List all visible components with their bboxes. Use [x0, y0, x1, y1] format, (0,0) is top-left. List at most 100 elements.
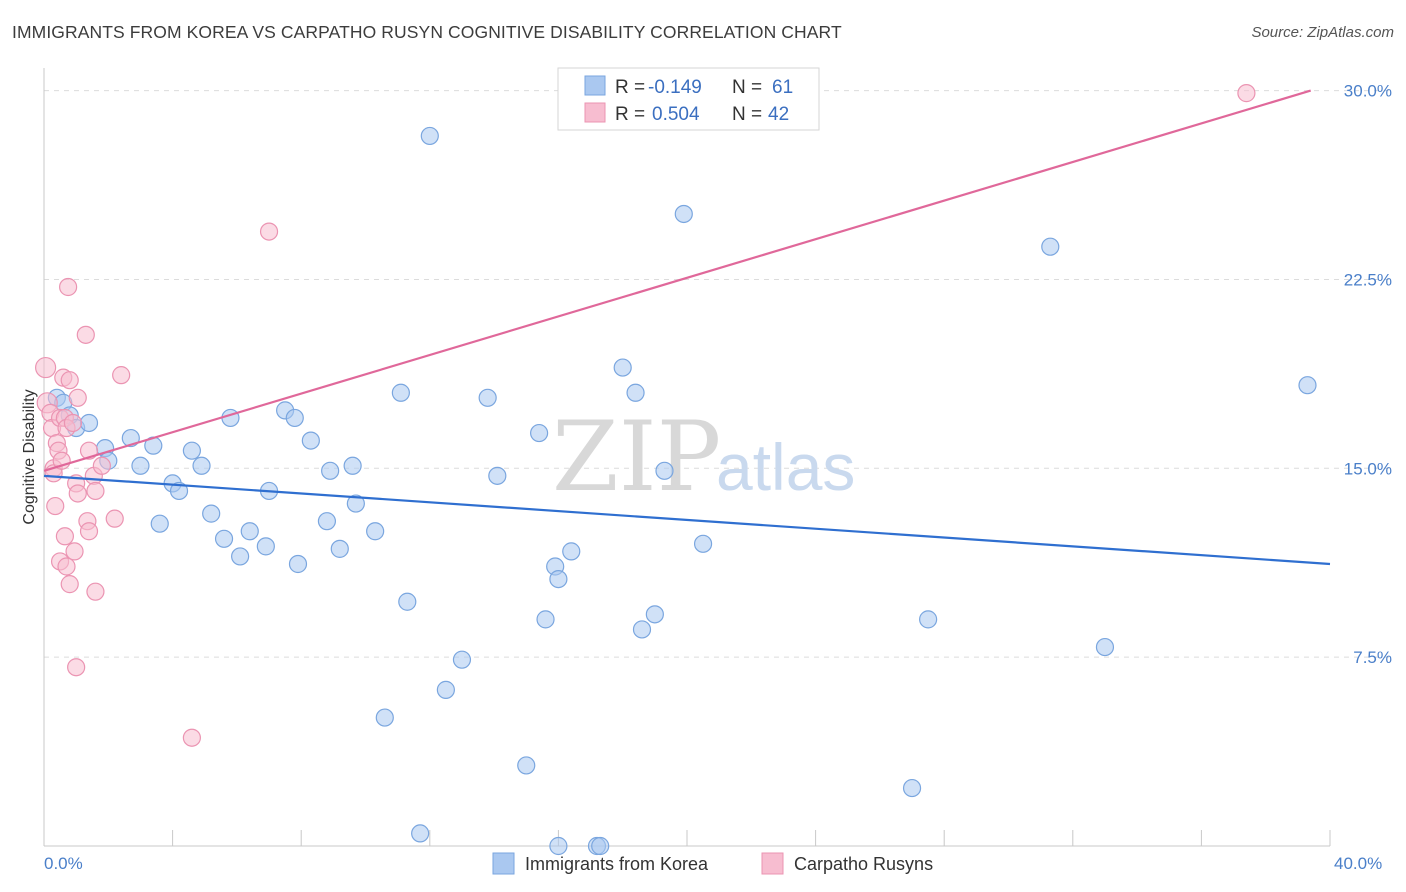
- korea-point: [240, 522, 259, 541]
- y-tick-label: 30.0%: [1344, 82, 1392, 101]
- grid-lines: [44, 90, 1392, 658]
- korea-point: [591, 836, 610, 856]
- legend-korea-r-label: R =: [615, 77, 645, 98]
- legend-rusyn-n-label: N =: [732, 104, 762, 125]
- korea-point: [902, 778, 922, 798]
- legend-rusyn-r-value: 0.504: [652, 104, 700, 125]
- korea-point: [317, 512, 337, 531]
- korea-point: [346, 494, 365, 513]
- rusyn-point: [112, 366, 131, 385]
- chart-title: IMMIGRANTS FROM KOREA VS CARPATHO RUSYN …: [12, 22, 842, 42]
- legend-swatch-korea: [584, 75, 606, 96]
- korea-trend-line: [43, 474, 1331, 566]
- rusyn-point: [68, 388, 87, 407]
- korea-point: [375, 708, 394, 727]
- x-tick-label-min: 0.0%: [44, 854, 83, 873]
- y-axis-label: Cognitive Disability: [21, 389, 38, 524]
- bottom-legend-korea-label: Immigrants from Korea: [525, 854, 709, 874]
- korea-point: [1041, 237, 1060, 256]
- korea-points: [47, 126, 1317, 856]
- rusyn-point: [68, 484, 87, 503]
- rusyn-point: [105, 509, 124, 528]
- korea-point: [549, 836, 568, 856]
- rusyn-point: [86, 582, 105, 601]
- series-legend: Immigrants from Korea Carpatho Rusyns: [492, 852, 933, 875]
- legend-korea-n-value: 61: [772, 77, 793, 98]
- korea-point: [366, 522, 385, 541]
- rusyn-point: [259, 222, 279, 241]
- rusyn-trend-line: [43, 89, 1312, 472]
- watermark-atlas: atlas: [716, 430, 855, 504]
- legend-korea-n-label: N =: [732, 77, 762, 98]
- rusyn-point: [182, 728, 201, 747]
- x-tick-label-max: 40.0%: [1334, 854, 1382, 873]
- korea-point: [202, 504, 221, 523]
- korea-point: [562, 542, 581, 561]
- rusyn-point: [60, 371, 79, 390]
- y-tick-label: 22.5%: [1344, 270, 1392, 289]
- rusyn-point: [67, 658, 86, 677]
- rusyn-point: [1237, 84, 1256, 103]
- korea-point: [530, 423, 549, 443]
- korea-point: [288, 554, 308, 574]
- korea-point: [330, 539, 349, 558]
- watermark: ZIP atlas: [552, 401, 855, 513]
- korea-point: [536, 610, 555, 629]
- korea-point: [632, 620, 652, 639]
- korea-point: [169, 481, 189, 501]
- korea-point: [256, 537, 275, 556]
- korea-point: [517, 756, 536, 775]
- korea-point: [214, 529, 234, 548]
- korea-point: [192, 456, 211, 475]
- korea-point: [1095, 637, 1115, 657]
- rusyn-point: [59, 277, 78, 297]
- stats-legend: R = -0.149 N = 61 R = 0.504 N = 42: [557, 67, 820, 131]
- rusyn-point: [79, 522, 99, 541]
- korea-point: [645, 605, 664, 624]
- korea-point: [301, 431, 320, 450]
- korea-point: [1298, 376, 1317, 395]
- korea-point: [452, 650, 472, 669]
- rusyn-points: [35, 84, 1256, 747]
- bottom-legend-rusyn-label: Carpatho Rusyns: [794, 854, 933, 874]
- korea-point: [411, 824, 430, 843]
- korea-point: [398, 592, 417, 611]
- watermark-zip: ZIP: [552, 401, 721, 513]
- korea-point: [488, 466, 507, 485]
- korea-point: [693, 534, 713, 553]
- rusyn-point: [63, 413, 83, 433]
- rusyn-point: [65, 542, 84, 561]
- y-tick-labels: 7.5% 15.0% 22.5% 30.0%: [1344, 82, 1392, 668]
- korea-point: [121, 428, 140, 448]
- korea-point: [613, 358, 632, 377]
- korea-point: [478, 388, 497, 407]
- korea-point: [231, 547, 250, 566]
- legend-korea-r-value: -0.149: [648, 77, 702, 98]
- korea-point: [436, 680, 455, 699]
- legend-rusyn-r-label: R =: [615, 104, 645, 125]
- korea-point: [420, 126, 439, 146]
- bottom-legend-swatch-korea: [492, 852, 515, 875]
- rusyn-point: [57, 557, 76, 576]
- bottom-legend-swatch-rusyn: [761, 852, 784, 875]
- korea-point: [919, 610, 938, 629]
- trend-lines: [43, 89, 1331, 566]
- y-tick-label: 15.0%: [1344, 459, 1392, 478]
- legend-swatch-rusyn: [584, 102, 606, 123]
- rusyn-point: [60, 575, 79, 594]
- korea-point: [131, 456, 150, 475]
- korea-point: [391, 383, 410, 402]
- rusyn-point: [76, 325, 95, 344]
- korea-point: [343, 456, 362, 475]
- y-tick-label: 7.5%: [1353, 648, 1392, 667]
- rusyn-point: [46, 496, 65, 516]
- korea-point: [285, 408, 304, 428]
- korea-point: [79, 413, 99, 433]
- source-label: Source: ZipAtlas.com: [1251, 24, 1394, 41]
- rusyn-point: [86, 481, 105, 501]
- korea-point: [150, 514, 169, 533]
- rusyn-point: [92, 456, 111, 475]
- korea-point: [549, 569, 568, 589]
- korea-point: [182, 441, 201, 460]
